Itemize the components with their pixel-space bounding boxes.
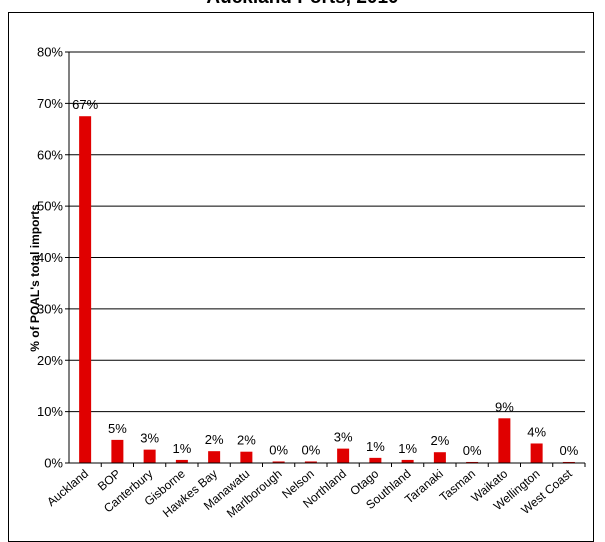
y-tick-label: 20%: [37, 353, 63, 368]
bar: [369, 457, 382, 463]
axes: [65, 51, 586, 467]
chart-frame: [8, 12, 594, 542]
bar: [240, 451, 253, 463]
data-label: 0%: [269, 442, 288, 457]
bar: [111, 439, 124, 463]
gridlines: [69, 51, 585, 413]
data-label: 1%: [398, 441, 417, 456]
data-label: 9%: [495, 399, 514, 414]
bars: [79, 116, 575, 463]
y-tick-label: 0%: [44, 456, 63, 471]
data-label: 0%: [301, 442, 320, 457]
bar: [208, 451, 221, 463]
data-label: 2%: [205, 432, 224, 447]
bar: [530, 443, 543, 463]
data-label: 0%: [559, 443, 578, 458]
data-label: 4%: [527, 424, 546, 439]
data-label: 2%: [237, 433, 256, 448]
data-label: 1%: [366, 439, 385, 454]
y-axis-label: % of POAL's total imports: [28, 204, 42, 352]
data-label: 67%: [72, 97, 98, 112]
bar: [143, 449, 156, 463]
data-label: 3%: [140, 431, 159, 446]
bar: [175, 459, 188, 463]
y-tick-label: 80%: [37, 45, 63, 60]
bar: [466, 461, 479, 463]
y-tick-label: 30%: [37, 301, 63, 316]
data-label: 5%: [108, 421, 127, 436]
bar: [433, 452, 446, 463]
bar: [498, 418, 511, 463]
data-label: 1%: [172, 441, 191, 456]
chart-title: Auckland Ports, 2010: [0, 0, 605, 10]
bar: [562, 461, 575, 463]
bar: [272, 461, 285, 463]
data-label: 3%: [334, 430, 353, 445]
y-tick-label: 60%: [37, 147, 63, 162]
y-tick-label: 50%: [37, 199, 63, 214]
data-label: 0%: [463, 443, 482, 458]
y-tick-label: 10%: [37, 404, 63, 419]
x-tick-label: Auckland: [44, 467, 91, 509]
bar: [79, 116, 92, 463]
bar: [337, 448, 350, 463]
y-tick-label: 40%: [37, 250, 63, 265]
y-tick-label: 70%: [37, 96, 63, 111]
data-label: 2%: [430, 433, 449, 448]
bar: [401, 459, 414, 463]
bar: [304, 461, 317, 463]
